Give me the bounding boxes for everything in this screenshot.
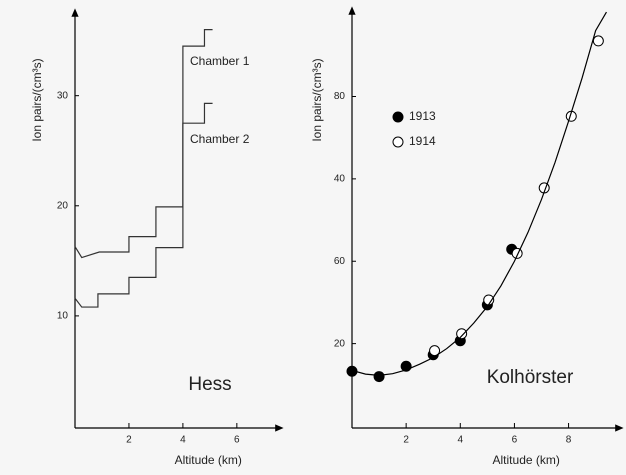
x-axis-label: Altitude (km) xyxy=(175,453,242,467)
chart-title: Kolhörster xyxy=(487,367,574,388)
point xyxy=(456,328,468,340)
x-tick-label: 4 xyxy=(180,435,186,446)
y-tick-label: 20 xyxy=(334,338,346,349)
line xyxy=(74,102,213,308)
line xyxy=(351,11,607,376)
y-tick-label: 80 xyxy=(334,91,346,102)
y-tick-label: 10 xyxy=(57,311,69,322)
legend-label: 1914 xyxy=(409,134,436,148)
x-tick-label: 6 xyxy=(512,435,518,446)
x-tick-label: 8 xyxy=(566,435,572,446)
legend-marker xyxy=(392,136,404,148)
legend-label: 1913 xyxy=(409,109,436,123)
y-tick-label: 60 xyxy=(334,256,346,267)
x-tick-label: 2 xyxy=(403,435,409,446)
y-tick-label: 20 xyxy=(57,200,69,211)
x-tick-label: 4 xyxy=(458,435,464,446)
point xyxy=(373,371,385,383)
series-label: Chamber 2 xyxy=(190,132,250,146)
legend-marker xyxy=(392,111,404,123)
chart-title: Hess xyxy=(188,374,231,395)
point xyxy=(511,247,523,259)
series-label: Chamber 1 xyxy=(190,54,250,68)
y-axis-label: Ion pairs/(cm³s) xyxy=(310,58,324,141)
y-axis-label: Ion pairs/(cm³s) xyxy=(30,58,44,141)
x-tick-label: 6 xyxy=(234,435,240,446)
x-axis-label: Altitude (km) xyxy=(493,453,560,467)
line xyxy=(74,29,213,259)
y-tick-label: 40 xyxy=(334,174,346,185)
point xyxy=(429,345,441,357)
point xyxy=(592,35,604,47)
y-tick-label: 30 xyxy=(57,90,69,101)
x-tick-label: 2 xyxy=(126,435,132,446)
